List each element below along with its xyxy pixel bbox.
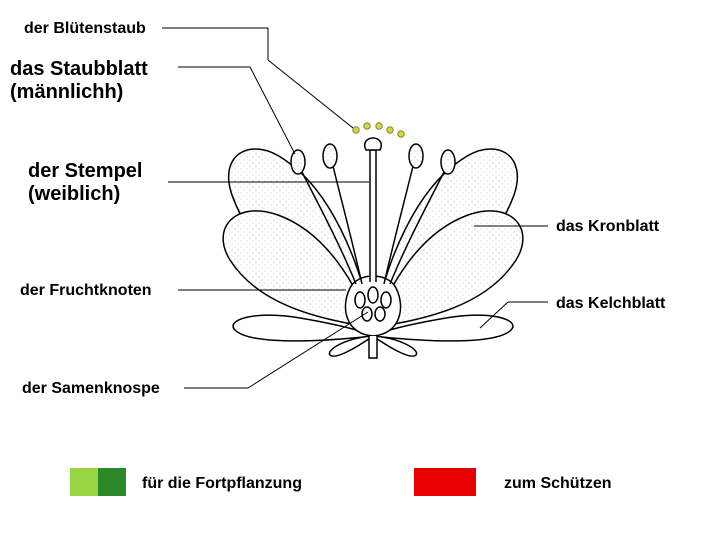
label-petal: das Kronblatt [556,218,659,236]
label-sepal: das Kelchblatt [556,295,665,313]
legend-box-light-green [70,468,98,496]
pistil-group [365,138,382,282]
stem [369,336,377,358]
label-pollen: der Blütenstaub [24,20,146,38]
legend-protection-label: zum Schützen [504,475,612,493]
legend-reproduction-label: für die Fortpflanzung [142,475,302,493]
pollen-grains [353,123,404,137]
label-ovary: der Fruchtknoten [20,282,152,300]
label-stamen: das Staubblatt (männlichh) [10,58,148,104]
label-pistil: der Stempel (weiblich) [28,160,142,206]
label-ovule: der Samenknospe [22,380,160,398]
ovary-group [345,276,400,336]
legend-box-dark-green [98,468,126,496]
legend-box-red [414,468,476,496]
